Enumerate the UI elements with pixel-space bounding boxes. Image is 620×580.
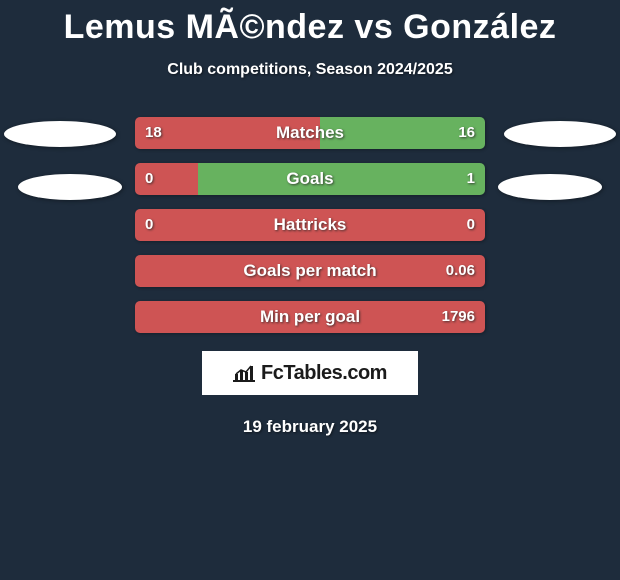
player-ellipse: [18, 174, 122, 200]
logo-text: FcTables.com: [261, 362, 387, 385]
stat-row: 00Hattricks: [135, 209, 485, 241]
stat-label: Hattricks: [135, 209, 485, 241]
stat-label: Goals per match: [135, 255, 485, 287]
date-text: 19 february 2025: [0, 417, 620, 437]
logo-box: FcTables.com: [202, 351, 418, 395]
chart-icon: [233, 364, 255, 382]
stat-row: 1816Matches: [135, 117, 485, 149]
stat-row: 0.06Goals per match: [135, 255, 485, 287]
stat-label: Matches: [135, 117, 485, 149]
player-ellipse: [498, 174, 602, 200]
player-ellipse: [504, 121, 616, 147]
stats-container: 1816Matches 01Goals 00Hattricks 0.06Goals p…: [0, 117, 620, 437]
subtitle: Club competitions, Season 2024/2025: [0, 61, 620, 79]
player-ellipse: [4, 121, 116, 147]
stat-label: Goals: [135, 163, 485, 195]
stat-label: Min per goal: [135, 301, 485, 333]
stat-row: 01Goals: [135, 163, 485, 195]
stat-bars: 1816Matches 01Goals 00Hattricks 0.06Goals p…: [135, 117, 485, 333]
stat-row: 1796Min per goal: [135, 301, 485, 333]
page-title: Lemus MÃ©ndez vs González: [0, 0, 620, 47]
